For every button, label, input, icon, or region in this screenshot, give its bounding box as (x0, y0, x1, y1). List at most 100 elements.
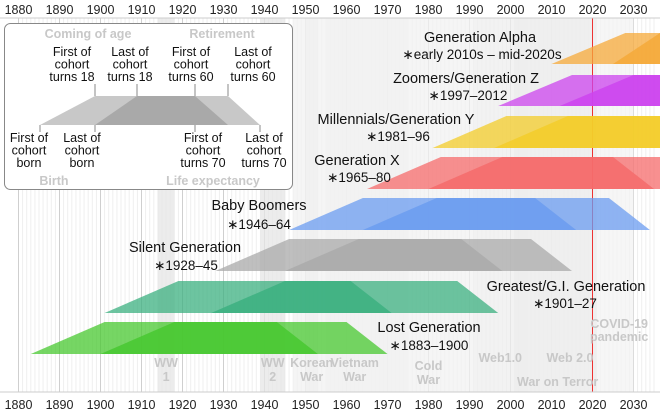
generation-years: ∗1997–2012 (429, 88, 508, 103)
axis-tick-label-top: 1910 (128, 3, 156, 17)
axis-tick-label-bottom: 1970 (374, 398, 402, 412)
event-label: Web1.0 (478, 351, 522, 365)
legend-top-label: turns 60 (230, 70, 275, 84)
generation-band-baby-boomers (289, 198, 650, 230)
legend-top-label: turns 18 (49, 70, 94, 84)
legend-bottom-label: born (16, 156, 41, 170)
event-label: 2 (269, 370, 276, 384)
axis-tick-label-bottom: 1980 (415, 398, 443, 412)
legend-bottom-label: cohort (65, 144, 100, 158)
legend-bottom-label: Last of (245, 131, 283, 145)
legend-top-label: Last of (111, 45, 149, 59)
legend-top-label: cohort (236, 58, 271, 72)
axis-tick-label-top: 2020 (579, 3, 607, 17)
axis-tick-label-bottom: 1900 (87, 398, 115, 412)
generation-band-zoomers-generation-z (498, 75, 660, 106)
generation-name: Baby Boomers (211, 198, 306, 214)
event-label: Vietnam (330, 356, 378, 370)
event-label: WW (261, 356, 285, 370)
legend-bottom-label: turns 70 (180, 156, 225, 170)
axis-tick-label-bottom: 2010 (538, 398, 566, 412)
legend-bottom-label: born (69, 156, 94, 170)
axis-tick-label-bottom: 1950 (292, 398, 320, 412)
axis-tick-label-bottom: 1960 (333, 398, 361, 412)
generation-name: Generation Alpha (424, 30, 537, 46)
cohort-overlap (211, 281, 392, 313)
generation-years: ∗1981–96 (366, 129, 430, 144)
legend-top-label: cohort (174, 58, 209, 72)
event-label: War (300, 370, 323, 384)
generation-band-generation-x (367, 157, 660, 189)
axis-tick-label-top: 1970 (374, 3, 402, 17)
axis-tick-label-top: 2010 (538, 3, 566, 17)
generation-band-millennials-generation-y (432, 116, 660, 148)
legend-overlap (95, 96, 228, 125)
event-label: Korean (290, 356, 333, 370)
axis-tick-label-bottom: 1910 (128, 398, 156, 412)
generation-years: ∗1883–1900 (390, 338, 469, 353)
generation-name: Zoomers/Generation Z (393, 71, 539, 87)
cohort-overlap (494, 116, 660, 148)
axis-tick-label-bottom: 1930 (210, 398, 238, 412)
axis-layer: 1880 1880 1890 1890 1900 1900 1910 1910 1920 1920… (0, 3, 660, 412)
axis-tick-label-top: 1920 (169, 3, 197, 17)
axis-tick-label-top: 1950 (292, 3, 320, 17)
legend-top-label: First of (172, 45, 211, 59)
event-label: WW (154, 356, 178, 370)
cohort-overlap (428, 157, 654, 189)
legend-bottom-label: cohort (247, 144, 282, 158)
cohort-overlap (100, 322, 318, 354)
legend-birth: Birth (39, 174, 68, 188)
legend-retirement: Retirement (189, 27, 255, 41)
cohort-overlap (362, 198, 577, 230)
generation-years: ∗early 2010s – mid-2020s (402, 47, 561, 62)
cohort-overlap (285, 239, 503, 271)
axis-tick-label-bottom: 2020 (579, 398, 607, 412)
axis-tick-label-bottom: 1890 (46, 398, 74, 412)
axis-tick-label-top: 1890 (46, 3, 74, 17)
axis-tick-label-top: 1930 (210, 3, 238, 17)
legend-bottom-label: cohort (12, 144, 47, 158)
legend-bottom-label: cohort (186, 144, 221, 158)
legend-bottom-label: First of (10, 131, 49, 145)
legend-bottom-label: turns 70 (241, 156, 286, 170)
legend-top-label: cohort (113, 58, 148, 72)
legend-bottom-label: First of (184, 131, 223, 145)
generation-years: ∗1946–64 (227, 217, 291, 232)
generation-band-greatest-g-i-generation (104, 281, 499, 313)
event-label: 1 (163, 370, 170, 384)
axis-tick-label-top: 2030 (620, 3, 648, 17)
event-label: Web 2.0 (546, 351, 593, 365)
cohort-overlap (559, 75, 660, 106)
generation-name: Lost Generation (377, 320, 480, 336)
axis-tick-label-bottom: 1940 (251, 398, 279, 412)
covid-label: pandemic (590, 330, 648, 344)
legend-bottom-label: Last of (63, 131, 101, 145)
axis-tick-label-top: 1960 (333, 3, 361, 17)
legend-box: Coming of age Retirement Birth Life expecta… (4, 23, 293, 190)
axis-tick-label-top: 1980 (415, 3, 443, 17)
generation-years: ∗1901–27 (533, 296, 597, 311)
axis-tick-label-top: 1900 (87, 3, 115, 17)
generation-band-silent-generation (215, 239, 573, 271)
legend-top-label: turns 18 (107, 70, 152, 84)
generation-band-generation-alpha (551, 33, 660, 64)
axis-tick-label-bottom: 2000 (497, 398, 525, 412)
cohort-overlap (613, 33, 660, 64)
generation-bands-layer (30, 33, 660, 354)
event-label: War (343, 370, 366, 384)
covid-label: COVID-19 (590, 317, 648, 331)
axis-tick-label-top: 1940 (251, 3, 279, 17)
axis-tick-label-bottom: 1990 (456, 398, 484, 412)
legend-life-expectancy: Life expectancy (166, 174, 260, 188)
axis-tick-label-top: 1880 (5, 3, 33, 17)
legend-top-label: cohort (55, 58, 90, 72)
legend-top-label: First of (53, 45, 92, 59)
axis-tick-label-bottom: 1880 (5, 398, 33, 412)
event-label: War on Terror (517, 375, 598, 389)
axis-tick-label-top: 1990 (456, 3, 484, 17)
axis-tick-label-top: 2000 (497, 3, 525, 17)
